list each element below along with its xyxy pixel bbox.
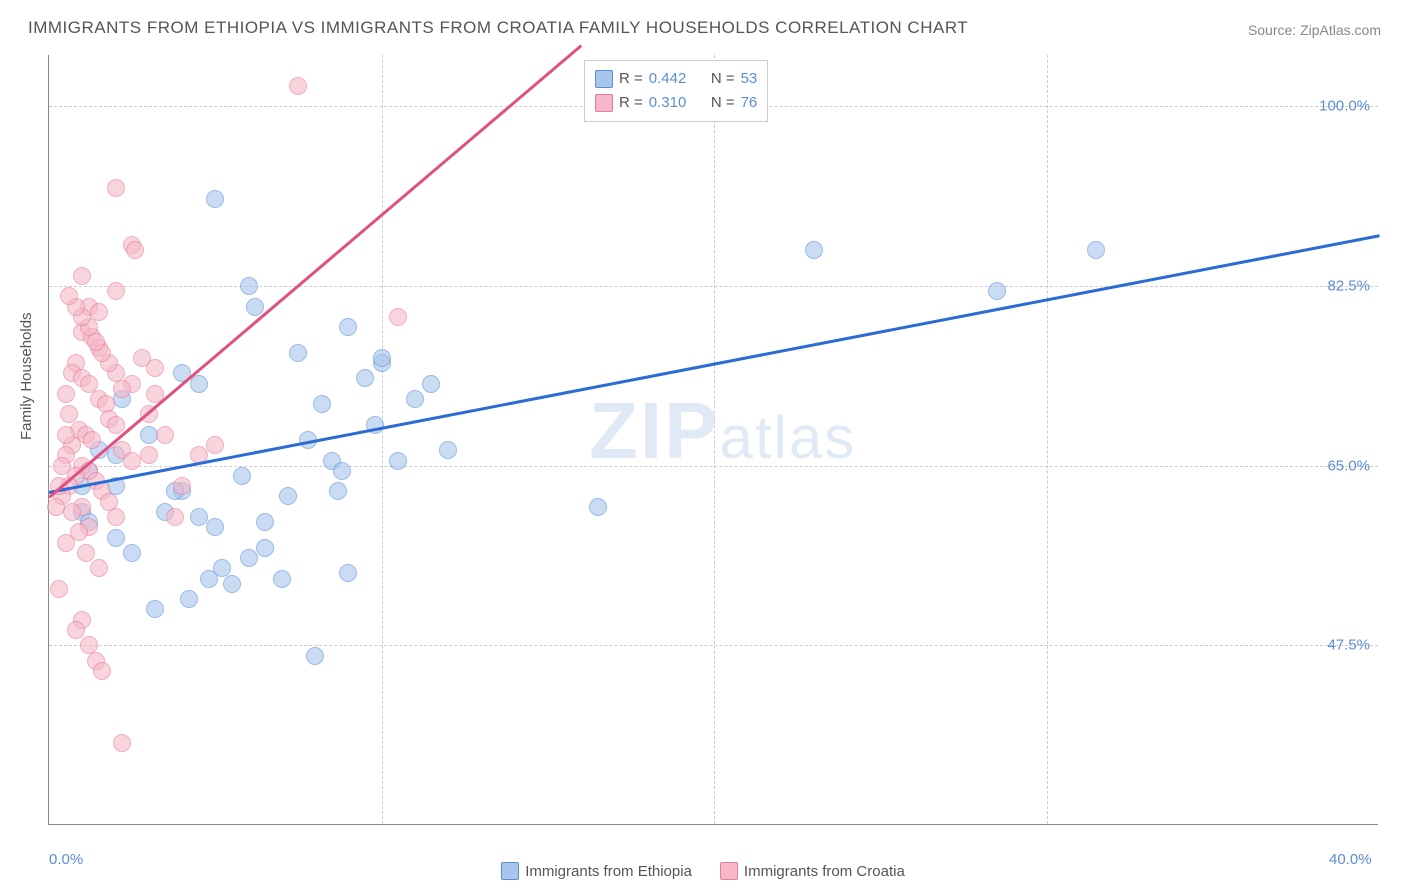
scatter-point xyxy=(113,380,131,398)
scatter-point xyxy=(107,416,125,434)
scatter-point xyxy=(329,482,347,500)
y-tick-label: 100.0% xyxy=(1319,98,1370,115)
scatter-point xyxy=(988,282,1006,300)
scatter-point xyxy=(140,446,158,464)
y-tick-label: 47.5% xyxy=(1327,637,1370,654)
scatter-point xyxy=(339,564,357,582)
scatter-point xyxy=(240,277,258,295)
scatter-point xyxy=(107,282,125,300)
scatter-point xyxy=(439,441,457,459)
scatter-point xyxy=(123,544,141,562)
scatter-point xyxy=(180,590,198,608)
scatter-point xyxy=(289,77,307,95)
scatter-point xyxy=(206,190,224,208)
legend-swatch xyxy=(595,94,613,112)
legend-correlation-box: R = 0.442 N = 53 R = 0.310 N = 76 xyxy=(584,60,768,122)
scatter-point xyxy=(67,621,85,639)
scatter-point xyxy=(123,452,141,470)
scatter-point xyxy=(406,390,424,408)
gridline-vertical xyxy=(1047,55,1048,824)
scatter-point xyxy=(190,375,208,393)
legend-item: Immigrants from Croatia xyxy=(720,862,905,880)
scatter-point xyxy=(166,508,184,526)
chart-plot-area: ZIPatlas 47.5%65.0%82.5%100.0%0.0%40.0% … xyxy=(48,55,1378,825)
scatter-point xyxy=(156,426,174,444)
scatter-point xyxy=(113,734,131,752)
scatter-point xyxy=(279,487,297,505)
scatter-point xyxy=(422,375,440,393)
scatter-point xyxy=(306,647,324,665)
scatter-point xyxy=(47,498,65,516)
scatter-point xyxy=(256,539,274,557)
scatter-point xyxy=(389,308,407,326)
scatter-point xyxy=(206,436,224,454)
scatter-point xyxy=(60,287,78,305)
scatter-point xyxy=(63,503,81,521)
scatter-point xyxy=(200,570,218,588)
scatter-point xyxy=(1087,241,1105,259)
scatter-point xyxy=(173,477,191,495)
watermark: ZIPatlas xyxy=(589,385,856,477)
scatter-point xyxy=(140,426,158,444)
source-attribution: Source: ZipAtlas.com xyxy=(1248,22,1381,38)
scatter-point xyxy=(356,369,374,387)
scatter-point xyxy=(805,241,823,259)
legend-swatch xyxy=(501,862,519,880)
scatter-point xyxy=(206,518,224,536)
legend-label: Immigrants from Croatia xyxy=(744,863,905,880)
scatter-point xyxy=(389,452,407,470)
scatter-point xyxy=(256,513,274,531)
scatter-point xyxy=(126,241,144,259)
chart-title: IMMIGRANTS FROM ETHIOPIA VS IMMIGRANTS F… xyxy=(28,18,968,38)
gridline-vertical xyxy=(714,55,715,824)
scatter-point xyxy=(53,457,71,475)
legend-row: R = 0.442 N = 53 xyxy=(595,67,757,91)
legend-swatch xyxy=(595,70,613,88)
scatter-point xyxy=(50,580,68,598)
legend-swatch xyxy=(720,862,738,880)
legend-row: R = 0.310 N = 76 xyxy=(595,91,757,115)
legend-label: Immigrants from Ethiopia xyxy=(525,863,692,880)
scatter-point xyxy=(57,385,75,403)
scatter-point xyxy=(107,508,125,526)
scatter-point xyxy=(333,462,351,480)
scatter-point xyxy=(133,349,151,367)
scatter-point xyxy=(589,498,607,516)
scatter-point xyxy=(273,570,291,588)
scatter-point xyxy=(246,298,264,316)
scatter-point xyxy=(57,426,75,444)
scatter-point xyxy=(240,549,258,567)
scatter-point xyxy=(57,534,75,552)
scatter-point xyxy=(93,662,111,680)
scatter-point xyxy=(146,600,164,618)
scatter-point xyxy=(107,179,125,197)
scatter-point xyxy=(289,344,307,362)
scatter-point xyxy=(190,508,208,526)
scatter-point xyxy=(73,267,91,285)
scatter-point xyxy=(90,559,108,577)
scatter-point xyxy=(87,333,105,351)
scatter-point xyxy=(77,544,95,562)
gridline-vertical xyxy=(382,55,383,824)
scatter-point xyxy=(313,395,331,413)
scatter-point xyxy=(223,575,241,593)
trend-line xyxy=(48,45,582,499)
y-tick-label: 82.5% xyxy=(1327,278,1370,295)
scatter-point xyxy=(373,349,391,367)
scatter-point xyxy=(339,318,357,336)
scatter-point xyxy=(107,529,125,547)
legend-item: Immigrants from Ethiopia xyxy=(501,862,692,880)
legend-bottom: Immigrants from Ethiopia Immigrants from … xyxy=(0,862,1406,884)
scatter-point xyxy=(233,467,251,485)
y-axis-label: Family Households xyxy=(18,312,35,440)
scatter-point xyxy=(83,431,101,449)
y-tick-label: 65.0% xyxy=(1327,457,1370,474)
